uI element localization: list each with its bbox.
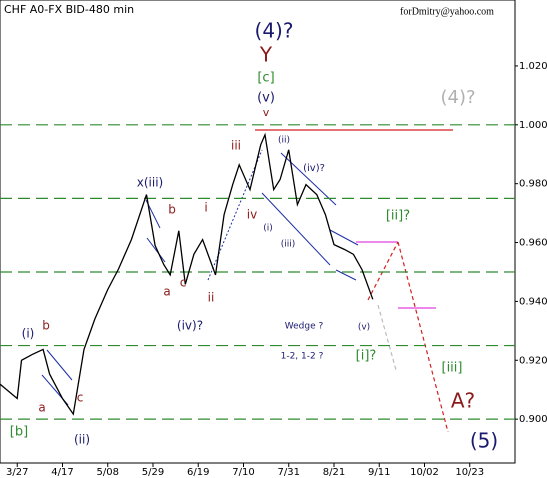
- wave-label: (ii): [278, 136, 290, 146]
- channel-line: [329, 229, 359, 246]
- wave-label: iv: [247, 208, 257, 222]
- x-tick-label: 7/10: [232, 467, 254, 478]
- x-tick-label: 3/27: [6, 467, 28, 478]
- wave-label: (iii): [281, 240, 296, 250]
- y-tick-label: 0.9800: [519, 179, 547, 190]
- wave-label: c: [180, 276, 187, 290]
- projection: [397, 241, 449, 433]
- projection: [377, 304, 397, 371]
- wave-label: (4)?: [440, 87, 475, 108]
- wave-label: [i]?: [356, 349, 377, 364]
- x-tick-label: 6/19: [187, 467, 209, 478]
- wave-label: c: [77, 391, 84, 405]
- wave-label: 1-2, 1-2 ?: [281, 352, 324, 362]
- y-tick-label: 1.0200: [519, 61, 547, 72]
- channel-line: [146, 237, 166, 263]
- wave-label: v: [263, 106, 270, 119]
- wave-label: (i): [22, 327, 35, 341]
- wave-label: Wedge ?: [285, 322, 324, 332]
- x-tick-label: 5/08: [97, 467, 119, 478]
- x-tick-label: 4/17: [51, 467, 73, 478]
- wave-label: ii: [208, 291, 215, 305]
- x-tick-label: 10/02: [410, 467, 439, 478]
- chart-title: CHF A0-FX BID-480 min: [4, 3, 134, 16]
- wave-label: (i): [263, 224, 273, 234]
- wave-label: iii: [231, 139, 241, 153]
- x-tick-label: 10/23: [455, 467, 484, 478]
- wave-label: a: [38, 401, 45, 415]
- wave-label: i: [204, 201, 207, 215]
- wave-label: (v): [358, 323, 370, 333]
- watermark: forDmitry@yahoo.com: [400, 6, 494, 17]
- forecast: [255, 129, 453, 433]
- wave-label: (iv)?: [303, 163, 325, 174]
- wave-label: (ii): [74, 433, 90, 447]
- wave-label: a: [163, 285, 170, 299]
- x-tick-label: 9/11: [368, 467, 390, 478]
- trend-line: [207, 149, 263, 281]
- wave-label: Y: [259, 43, 273, 67]
- wave-label: b: [168, 203, 176, 217]
- x-tick-label: 8/21: [323, 467, 345, 478]
- wave-label: [ii]?: [386, 209, 410, 224]
- projection: [367, 241, 399, 301]
- wave-label: [iii]: [442, 361, 463, 376]
- plot-frame: [0, 0, 516, 464]
- price-line: [0, 132, 374, 416]
- y-tick-label: 1.0000: [519, 120, 547, 131]
- wave-label: b: [42, 319, 50, 333]
- channel-line: [46, 349, 73, 381]
- x-tick-label: 7/31: [278, 467, 300, 478]
- wave-label: (5): [470, 429, 498, 453]
- wave-label: A?: [451, 389, 475, 413]
- x-tick-label: 5/29: [142, 467, 164, 478]
- channel-line: [335, 269, 357, 281]
- wave-label: (4)?: [255, 19, 294, 43]
- wave-label: [c]: [257, 71, 274, 86]
- wave-label: x(iii): [137, 176, 163, 190]
- wave-label: (iv)?: [177, 319, 203, 333]
- wave-label: [b]: [10, 425, 28, 440]
- channel-line: [261, 192, 331, 266]
- wave-label: (v): [257, 91, 275, 106]
